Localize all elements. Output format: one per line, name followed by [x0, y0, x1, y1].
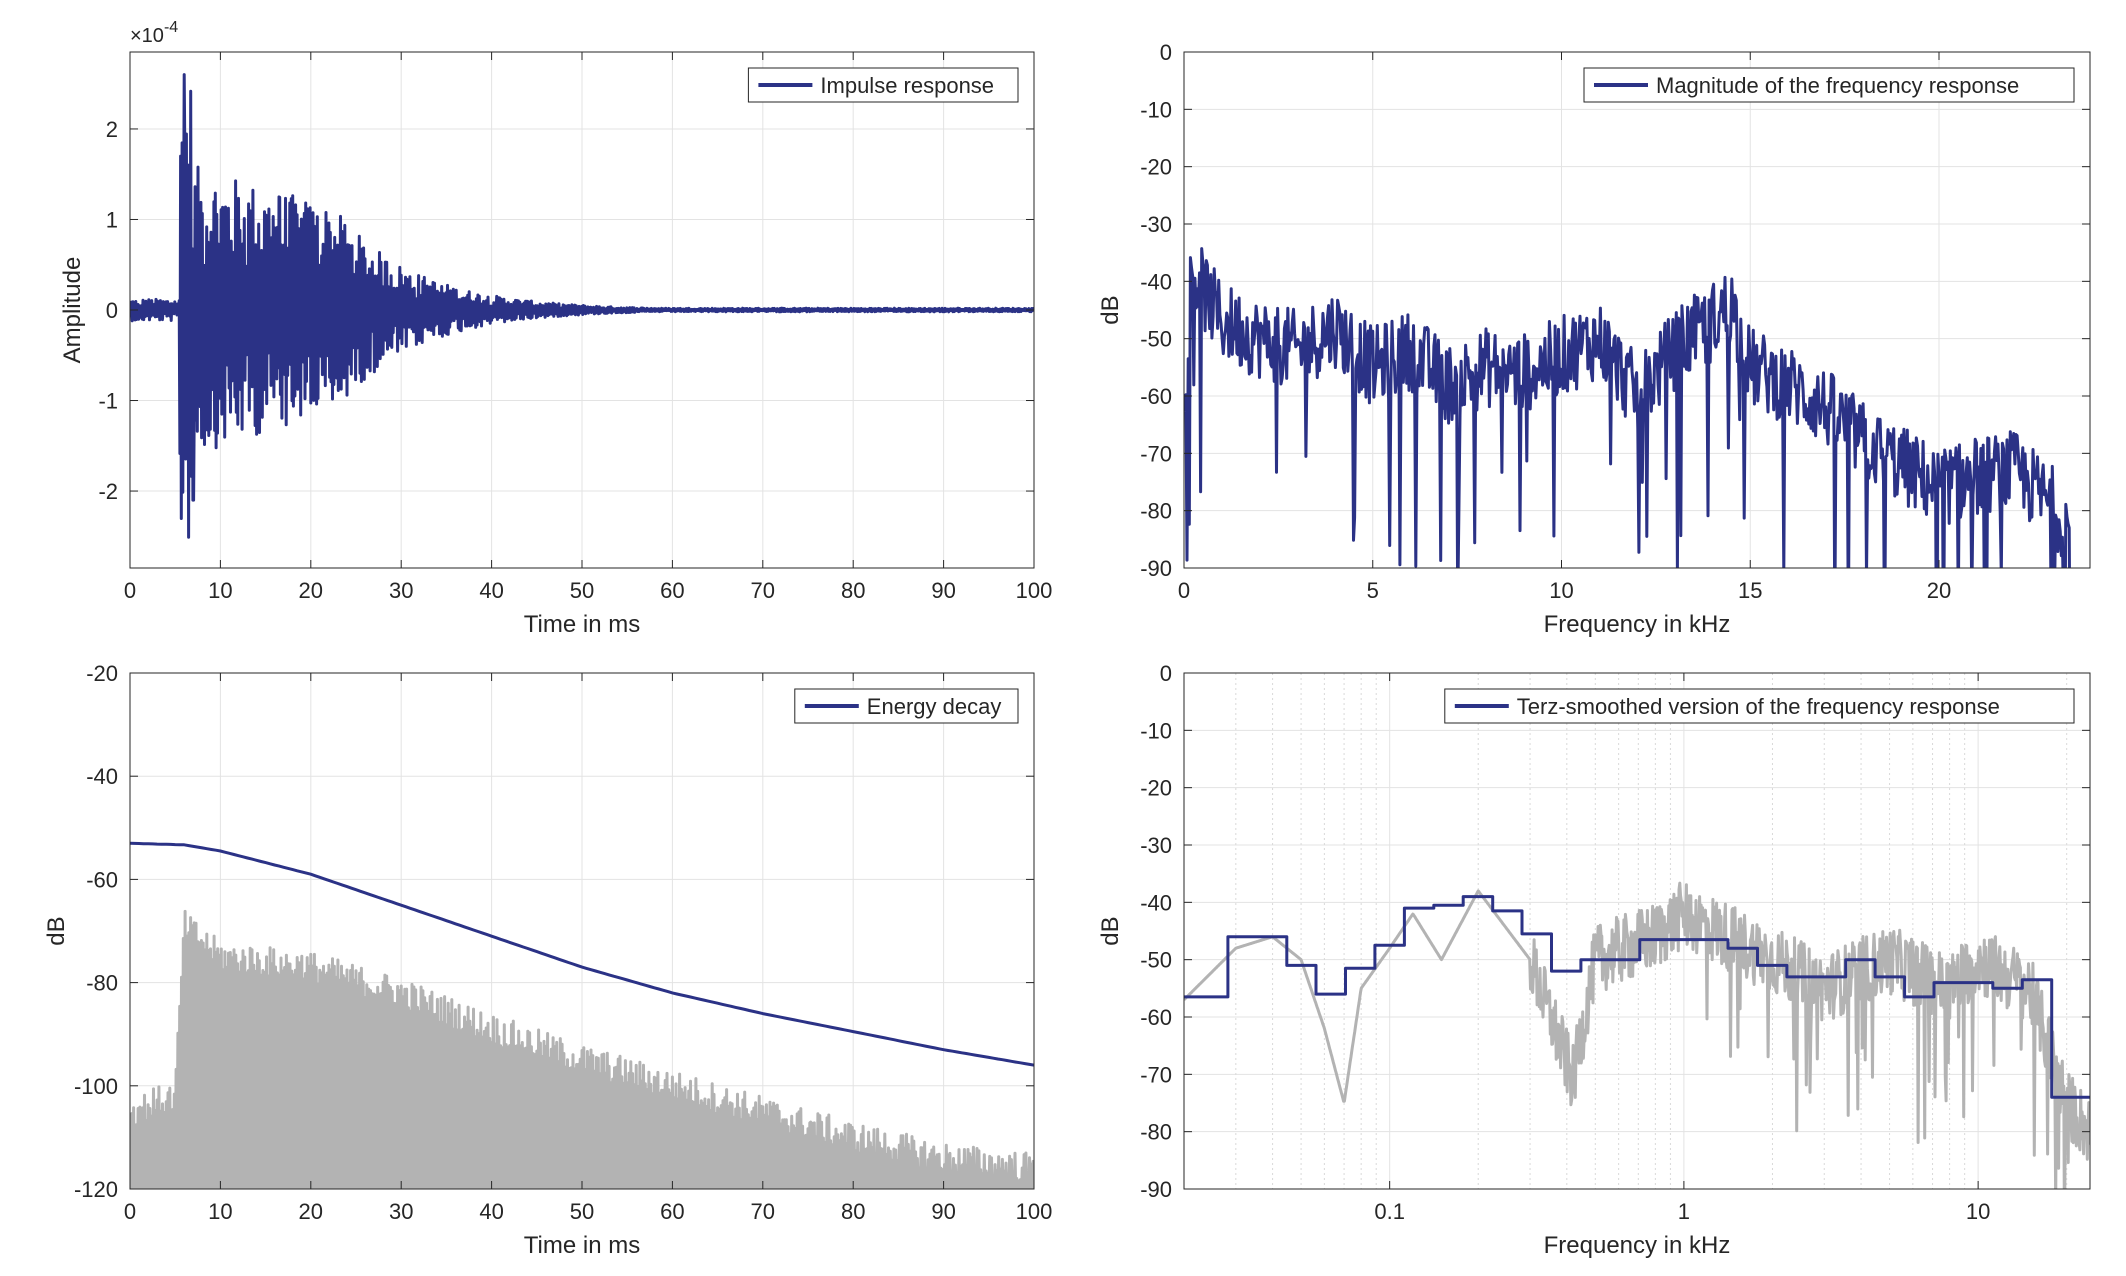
- tick-label-y: -40: [1140, 890, 1172, 915]
- legend: Magnitude of the frequency response: [1583, 67, 2075, 103]
- tick-label-x: 50: [570, 578, 594, 603]
- legend: Energy decay: [794, 688, 1019, 724]
- y-axis-label: dB: [43, 916, 70, 945]
- chart-panel-2: 0-10-20-30-40-50-60-70-80-900 5 10 15 20Freq…: [1097, 40, 2091, 638]
- tick-label-x: 20: [1927, 578, 1951, 603]
- tick-label-x: 70: [751, 1199, 775, 1224]
- series-group: [130, 73, 1034, 539]
- tick-label-x: 30: [389, 1199, 413, 1224]
- tick-label-y: -60: [1140, 384, 1172, 409]
- x-axis-label: Frequency in kHz: [1544, 611, 1731, 638]
- tick-label-y: 0: [1160, 661, 1172, 686]
- chart-panel-4: 0 -10 -20 -30 -40 -50 -60 -70 -80 -90 0.1 1 10 Freque…: [1097, 661, 2091, 1259]
- tick-label-x: 0.1: [1374, 1199, 1405, 1224]
- tick-label-x: 10: [1549, 578, 1573, 603]
- tick-label-y: -60: [1140, 1005, 1172, 1030]
- tick-label-y: -2: [98, 479, 118, 504]
- axes-box: [1183, 51, 2091, 569]
- tick-label-x: 80: [841, 1199, 865, 1224]
- legend-label: Impulse response: [820, 73, 994, 98]
- tick-label-y: -70: [1140, 1062, 1172, 1087]
- legend: Impulse response: [747, 67, 1019, 103]
- y-axis-label: dB: [1097, 295, 1124, 324]
- tick-label-x: 15: [1738, 578, 1762, 603]
- tick-label-x: 90: [931, 578, 955, 603]
- tick-label-y: 0: [106, 298, 118, 323]
- legend: Terz-smoothed version of the frequency r…: [1444, 688, 2075, 724]
- series-line-impulse-response: [130, 73, 1034, 539]
- tick-label-y: -10: [1140, 718, 1172, 743]
- tick-label-x: 10: [1966, 1199, 1990, 1224]
- tick-label-y: -80: [1140, 1120, 1172, 1145]
- tick-label-x: 60: [660, 1199, 684, 1224]
- tick-label-y: -50: [1140, 327, 1172, 352]
- tick-label-x: 90: [931, 1199, 955, 1224]
- exponent-label: ×10-4: [130, 19, 178, 47]
- tick-label-y: -1: [98, 389, 118, 414]
- tick-label-x: 0: [1178, 578, 1190, 603]
- series-group: [1184, 247, 2071, 568]
- tick-label-y: -70: [1140, 441, 1172, 466]
- tick-label-x: 20: [299, 578, 323, 603]
- legend-box: [1444, 688, 2075, 724]
- tick-label-y: -100: [74, 1074, 118, 1099]
- series-line-energy-decay: [130, 841, 1034, 1067]
- series-group: [130, 841, 1034, 1189]
- tick-label-x: 100: [1016, 1199, 1053, 1224]
- tick-label-y: -20: [1140, 776, 1172, 801]
- tick-label-y: -10: [1140, 97, 1172, 122]
- legend-label: Energy decay: [867, 694, 1002, 719]
- series-group: [1184, 881, 2090, 1189]
- y-axis-label: Amplitude: [59, 257, 86, 364]
- tick-label-y: -60: [86, 867, 118, 892]
- tick-label-y: 1: [106, 207, 118, 232]
- tick-label-x: 50: [570, 1199, 594, 1224]
- tick-label-x: 40: [479, 1199, 503, 1224]
- tick-label-y: -30: [1140, 212, 1172, 237]
- tick-label-x: 20: [299, 1199, 323, 1224]
- tick-label-x: 0: [124, 1199, 136, 1224]
- tick-label-y: -90: [1140, 1177, 1172, 1202]
- tick-label-x: 100: [1016, 578, 1053, 603]
- tick-label-x: 10: [208, 1199, 232, 1224]
- tick-label-x: 70: [751, 578, 775, 603]
- y-axis-label: dB: [1097, 916, 1124, 945]
- x-axis-label: Time in ms: [524, 611, 640, 638]
- tick-label-y: -30: [1140, 833, 1172, 858]
- axes-box: [1183, 672, 2091, 1190]
- tick-label-x: 30: [389, 578, 413, 603]
- legend-label: Terz-smoothed version of the frequency r…: [1517, 694, 2000, 719]
- tick-label-x: 40: [479, 578, 503, 603]
- legend-label: Magnitude of the frequency response: [1656, 73, 2019, 98]
- tick-label-y: 2: [106, 117, 118, 142]
- tick-label-y: 0: [1160, 40, 1172, 65]
- tick-label-x: 0: [124, 578, 136, 603]
- tick-label-x: 10: [208, 578, 232, 603]
- series-line-magnitude-of-the-frequency-response: [1184, 247, 2071, 568]
- tick-label-x: 1: [1678, 1199, 1690, 1224]
- tick-label-y: -40: [1140, 269, 1172, 294]
- tick-label-y: -80: [1140, 499, 1172, 524]
- x-axis-label: Time in ms: [524, 1232, 640, 1259]
- tick-label-y: -90: [1140, 556, 1172, 581]
- tick-label-x: 80: [841, 578, 865, 603]
- tick-label-y: -50: [1140, 948, 1172, 973]
- tick-label-y: -80: [86, 971, 118, 996]
- tick-label-y: -120: [74, 1177, 118, 1202]
- tick-label-x: 60: [660, 578, 684, 603]
- tick-label-y: -20: [86, 661, 118, 686]
- series-line-gray-trace: [130, 909, 1034, 1189]
- tick-label-y: -20: [1140, 155, 1172, 180]
- legend-box: [1583, 67, 2075, 103]
- tick-label-y: -40: [86, 764, 118, 789]
- x-axis-label: Frequency in kHz: [1544, 1232, 1731, 1259]
- series-line-terz-smoothed-version-of-the-frequency-response: [1184, 895, 2090, 1099]
- exponent-power: -4: [164, 19, 178, 36]
- tick-label-x: 5: [1367, 578, 1379, 603]
